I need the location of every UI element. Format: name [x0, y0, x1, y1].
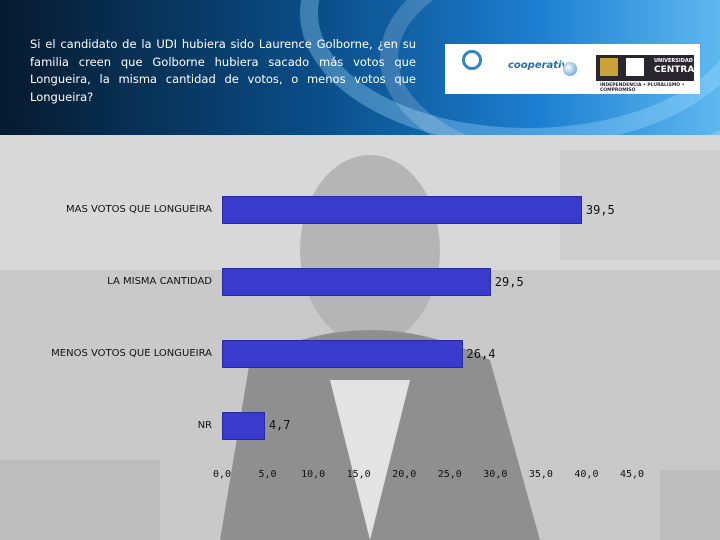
university-name: CENTRAL [654, 65, 700, 75]
category-label: MAS VOTOS QUE LONGUEIRA [66, 204, 212, 215]
cooperativa-logo-icon [563, 62, 577, 76]
university-motto: INDEPENDENCIA • PLURALISMO • COMPROMISO [600, 83, 720, 93]
x-tick-label: 30,0 [483, 469, 507, 480]
category-label: LA MISMA CANTIDAD [107, 276, 212, 287]
value-label: 26,4 [467, 347, 496, 361]
x-tick-label: 25,0 [438, 469, 462, 480]
value-label: 29,5 [495, 275, 524, 289]
bar [222, 340, 463, 368]
survey-question: Si el candidato de la UDI hubiera sido L… [30, 36, 416, 106]
value-label: 39,5 [586, 203, 615, 217]
x-tick-label: 15,0 [347, 469, 371, 480]
value-label: 4,7 [269, 418, 291, 432]
x-tick-label: 0,0 [213, 469, 231, 480]
bar [222, 412, 265, 440]
x-tick-label: 35,0 [529, 469, 553, 480]
x-tick-label: 10,0 [301, 469, 325, 480]
institute-logo-icon [462, 50, 482, 70]
university-label: UNIVERSIDAD [654, 58, 693, 64]
x-tick-label: 45,0 [620, 469, 644, 480]
x-tick-label: 40,0 [574, 469, 598, 480]
x-tick-label: 20,0 [392, 469, 416, 480]
university-crest-icon [600, 58, 618, 76]
category-label: NR [198, 420, 212, 431]
category-label: MENOS VOTOS QUE LONGUEIRA [51, 348, 212, 359]
x-tick-label: 5,0 [259, 469, 277, 480]
bar [222, 196, 582, 224]
university-emblem-icon [626, 58, 644, 76]
bar [222, 268, 491, 296]
